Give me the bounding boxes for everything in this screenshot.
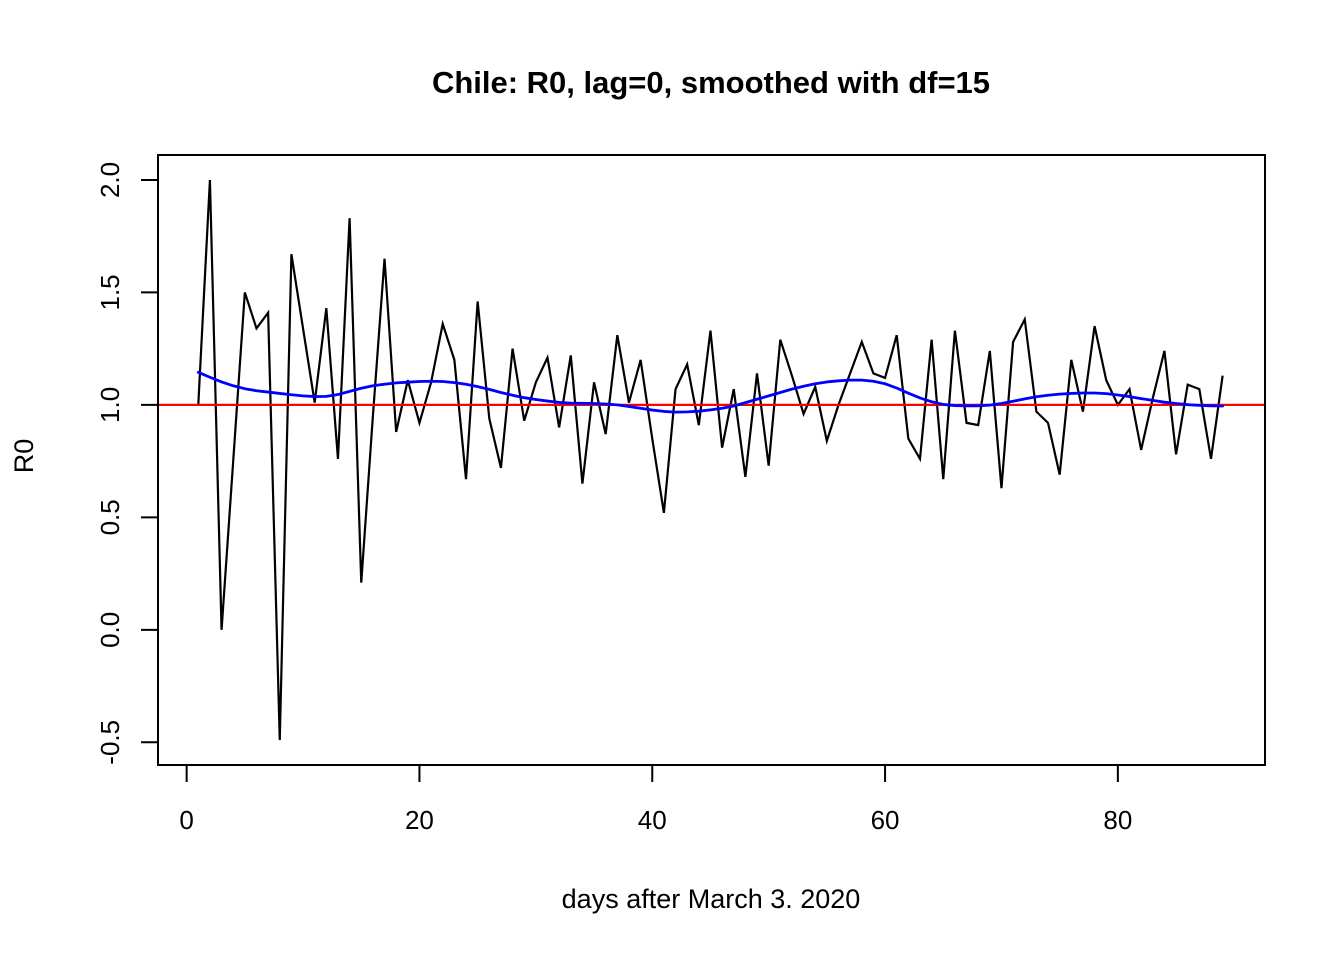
y-tick-label: 2.0 (95, 162, 125, 198)
y-tick-label: -0.5 (95, 720, 125, 765)
y-axis-label: R0 (9, 439, 39, 474)
y-tick-label: 0.5 (95, 499, 125, 535)
smoothed-r0-line (196, 370, 1225, 414)
x-tick-label: 20 (405, 805, 434, 835)
y-tick-label: 1.0 (95, 387, 125, 423)
series-layer (158, 179, 1265, 741)
x-tick-label: 80 (1103, 805, 1132, 835)
y-tick-label: 0.0 (95, 612, 125, 648)
chart-title: Chile: R0, lag=0, smoothed with df=15 (432, 65, 990, 100)
x-tick-label: 0 (179, 805, 193, 835)
x-tick-label: 60 (871, 805, 900, 835)
plot-box (157, 154, 1266, 766)
x-tick-label: 40 (638, 805, 667, 835)
y-tick-label: 1.5 (95, 274, 125, 310)
axes-layer: 0 20 40 60 80 -0.5 0.0 0.5 1.0 1.5 2.0 (95, 154, 1266, 835)
daily-r0-line (197, 179, 1224, 741)
x-axis-label: days after March 3. 2020 (562, 884, 861, 914)
